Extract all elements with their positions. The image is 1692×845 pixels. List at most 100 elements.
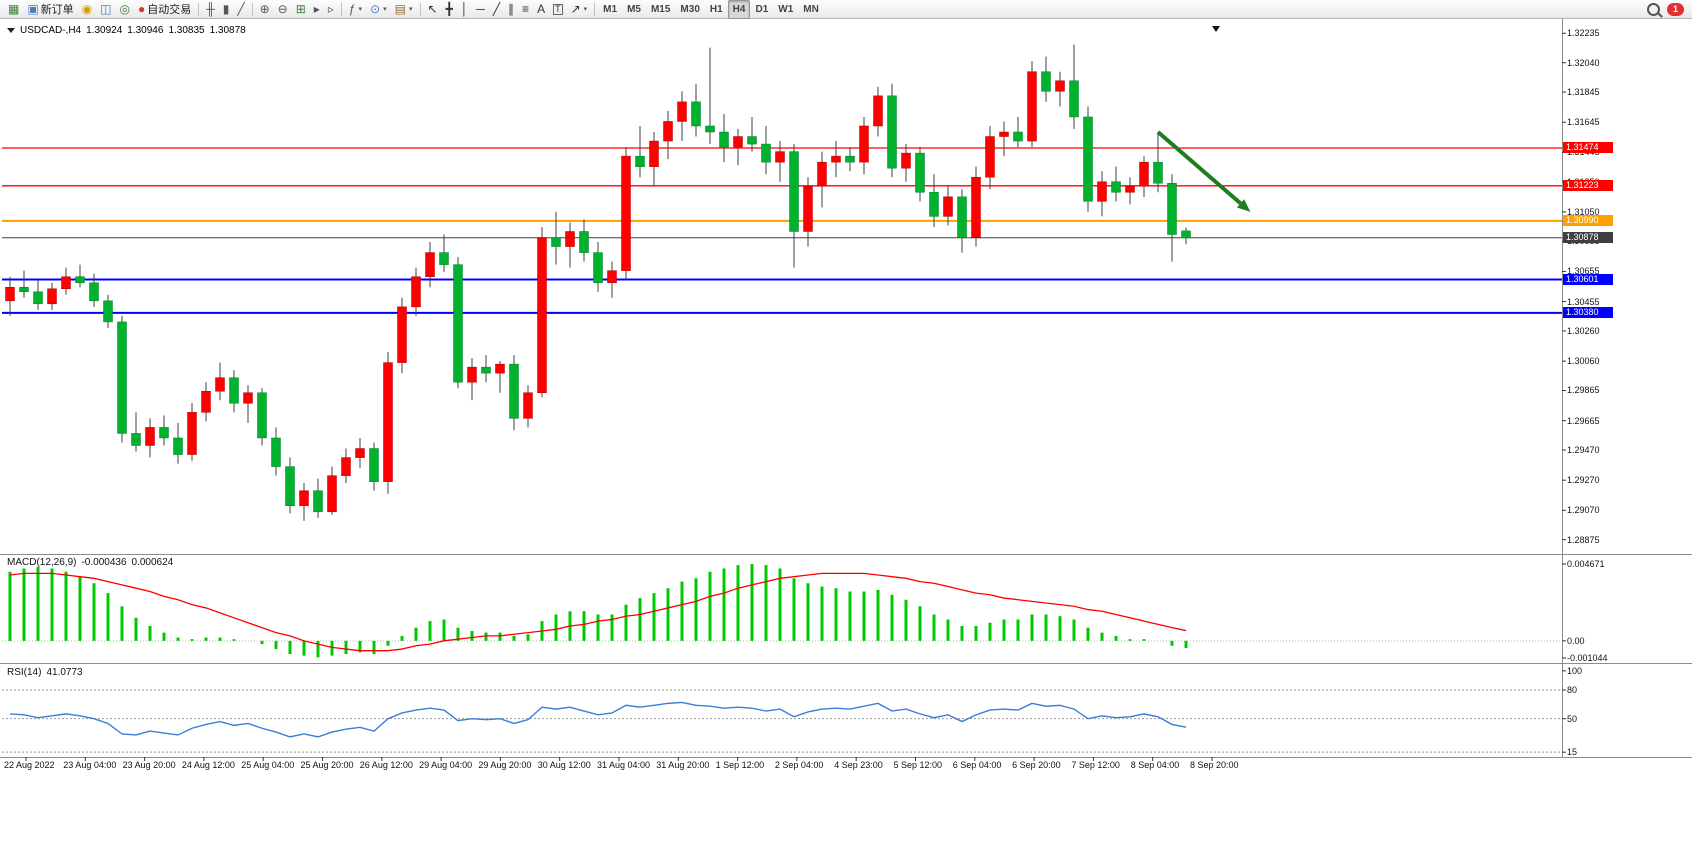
macd-main-value: -0.000436 <box>81 557 127 568</box>
zoom-out-icon: ⊖ <box>277 1 288 16</box>
toolbar-separator <box>340 2 342 16</box>
auto-scroll-button[interactable]: ▸ <box>310 0 324 19</box>
trend-arrow[interactable] <box>1156 130 1242 205</box>
search-icon[interactable] <box>1647 2 1660 16</box>
label-button[interactable]: T <box>549 0 567 19</box>
line-chart-button[interactable]: ╱ <box>233 0 248 19</box>
indicators-button[interactable]: ƒ ▾ <box>345 0 366 19</box>
candle-down <box>719 131 729 148</box>
chart-menu-icon[interactable] <box>7 28 15 33</box>
candle-up <box>999 131 1009 137</box>
timeframe-w1-button[interactable]: W1 <box>773 0 798 19</box>
dropdown-arrow-icon: ▾ <box>408 6 413 13</box>
timeframe-h4-button-label: H4 <box>732 3 746 15</box>
timeframe-m1-button[interactable]: M1 <box>598 0 622 19</box>
new-order-button[interactable]: ▣ 新订单 <box>23 0 77 19</box>
horizontal-line-button[interactable]: ─ <box>472 0 489 19</box>
arrows-button[interactable]: ↗ ▾ <box>567 0 592 19</box>
candle-down <box>705 125 715 133</box>
candle-down <box>285 466 295 507</box>
cursor-button[interactable]: ↖ <box>424 0 442 19</box>
candle-up <box>187 412 197 455</box>
templates-button[interactable]: ▤ ▾ <box>391 0 417 19</box>
notification-badge[interactable]: 1 <box>1667 2 1684 16</box>
zoom-in-button[interactable]: ⊕ <box>256 0 274 19</box>
trend-arrow-head[interactable] <box>1236 199 1251 212</box>
tile-windows-button[interactable]: ⊞ <box>292 0 310 19</box>
channel-icon: ∥ <box>508 1 515 16</box>
candle-down <box>257 392 267 439</box>
candle-up <box>677 101 687 122</box>
timeframe-m5-button[interactable]: M5 <box>622 0 646 19</box>
candle-down <box>789 151 799 232</box>
timeframe-m30-button-label: M30 <box>680 3 700 15</box>
candle-up <box>565 231 575 247</box>
candle-down <box>579 231 589 253</box>
candle-up <box>1027 71 1037 142</box>
candle-up <box>733 136 743 148</box>
timeframe-d1-button[interactable]: D1 <box>750 0 773 19</box>
label-icon: T <box>553 3 563 15</box>
clock-icon: ⊙ <box>370 1 381 16</box>
tile-windows-icon: ⊞ <box>295 1 306 16</box>
periods-button[interactable]: ⊙ ▾ <box>366 0 391 19</box>
timeframe-mn-button[interactable]: MN <box>798 0 824 19</box>
crosshair-button[interactable]: ╋ <box>442 0 457 19</box>
candle-down <box>1083 116 1093 202</box>
navigator-icon: ◎ <box>119 1 130 16</box>
timeframe-h1-button[interactable]: H1 <box>705 0 728 19</box>
candle-down <box>19 286 29 293</box>
new-chart-button[interactable]: ▦ <box>4 0 23 19</box>
vline-icon: │ <box>460 1 469 16</box>
mql-community-button[interactable]: ◉ <box>78 0 96 19</box>
candle-up <box>341 457 351 476</box>
data-window-button[interactable]: ◎ <box>116 0 134 19</box>
zoom-out-button[interactable]: ⊖ <box>274 0 292 19</box>
candle-up <box>145 427 155 446</box>
chart-shift-button[interactable]: ▹ <box>324 0 338 19</box>
timeframe-m30-button[interactable]: M30 <box>675 0 704 19</box>
chart-icon: ▦ <box>8 1 20 16</box>
candle-up <box>425 252 435 277</box>
toolbar-separator <box>419 2 421 16</box>
toolbar-separator <box>198 2 200 16</box>
candle-down <box>173 437 183 455</box>
text-icon: A <box>537 1 546 16</box>
candle-down <box>159 427 169 439</box>
chart-shift-marker-icon[interactable] <box>1212 26 1220 32</box>
candle-up <box>299 490 309 507</box>
candlestick-chart-button[interactable]: ▮ <box>219 0 234 19</box>
channel-button[interactable]: ∥ <box>504 0 518 19</box>
main-toolbar: ▦ ▣ 新订单 ◉ ◫ ◎ ● 自动交易 ╫ ▮ ╱ ⊕ ⊖ ⊞ ▸ ▹ ƒ ▾ ⊙ ▾ ▤ ▾ ↖ ╋ │ ─ ╱ ∥ ≡ A T ↗ ▾ M1… <box>0 0 1692 19</box>
candle-down <box>369 448 379 482</box>
candle-down <box>845 155 855 163</box>
ohlc-low: 1.30835 <box>168 25 205 36</box>
candle-down <box>915 152 925 193</box>
candle-down <box>229 377 239 404</box>
timeframe-m1-button-label: M1 <box>603 3 618 15</box>
vertical-line-button[interactable]: │ <box>457 0 473 19</box>
trendline-icon: ╱ <box>492 1 501 16</box>
candle-up <box>803 186 813 232</box>
candle-up <box>873 95 883 127</box>
candle-down <box>75 276 85 283</box>
dropdown-arrow-icon: ▾ <box>383 6 387 13</box>
text-button[interactable]: A <box>533 0 549 19</box>
candle-up <box>383 362 393 482</box>
bar-chart-button[interactable]: ╫ <box>202 0 219 19</box>
macd-signal-line <box>9 572 1187 652</box>
trendline-button[interactable]: ╱ <box>489 0 504 19</box>
chart-shift-icon: ▹ <box>327 1 334 16</box>
rsi-name: RSI(14) <box>7 667 42 678</box>
fibonacci-button[interactable]: ≡ <box>518 0 533 19</box>
timeframe-h4-button[interactable]: H4 <box>727 0 751 19</box>
timeframe-m15-button[interactable]: M15 <box>646 0 675 19</box>
profiles-button[interactable]: ◫ <box>96 0 115 19</box>
candle-up <box>649 140 659 167</box>
new-order-button-label: 新订单 <box>40 4 74 16</box>
autotrading-button[interactable]: ● 自动交易 <box>134 0 195 19</box>
candle-down <box>747 136 757 145</box>
candle-up <box>201 390 211 413</box>
autotrading-button-label: 自动交易 <box>147 4 192 16</box>
